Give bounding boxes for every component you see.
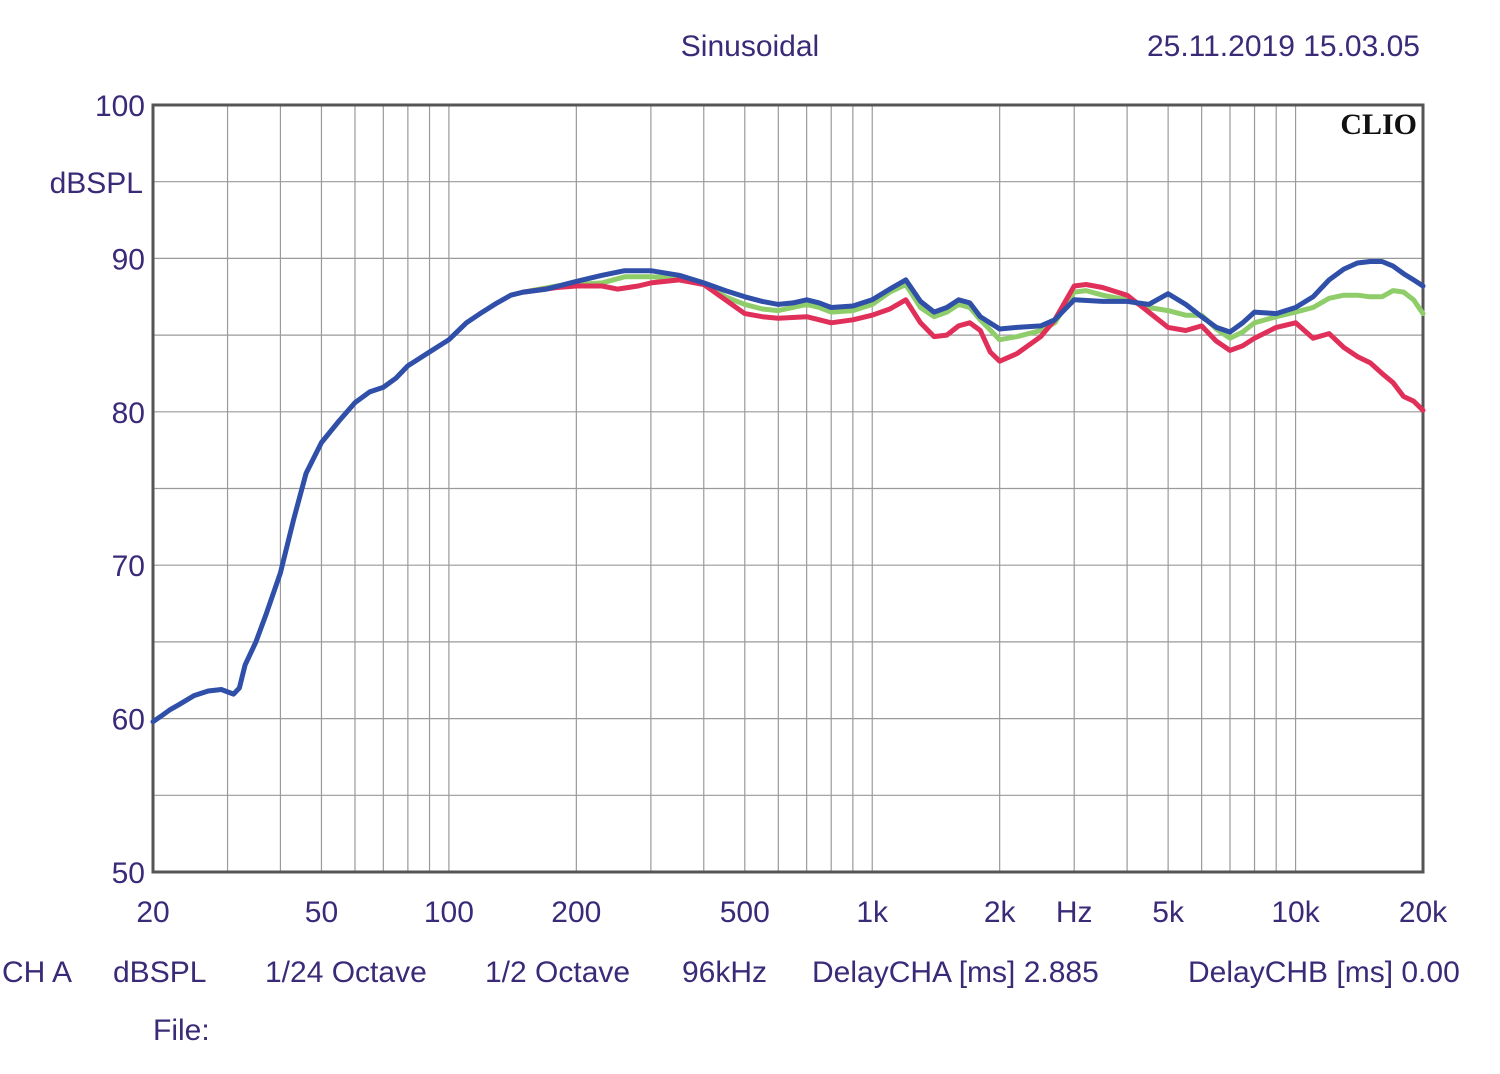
series-line-red — [520, 277, 1426, 413]
y-tick-labels: 100 90 80 70 60 50 — [95, 90, 145, 890]
footer-file-label: File: — [153, 1014, 210, 1047]
chart-title: Sinusoidal — [681, 30, 819, 63]
series-line-green — [520, 274, 1426, 343]
series-layer — [150, 259, 1426, 725]
y-tick-label: 50 — [112, 857, 145, 890]
y-tick-label: 80 — [112, 397, 145, 430]
brand-logo: CLIO — [1340, 108, 1417, 141]
footer: CH A dBSPL 1/24 Octave 1/2 Octave 96kHz … — [2, 956, 1460, 1047]
footer-channel: CH A — [2, 956, 72, 989]
plot-frame — [151, 103, 1425, 874]
y-tick-label: 90 — [112, 243, 145, 276]
footer-delay-cha: DelayCHA [ms] 2.885 — [812, 956, 1099, 989]
x-tick-label: 100 — [424, 896, 474, 929]
timestamp: 25.11.2019 15.03.05 — [1147, 30, 1420, 63]
grid — [153, 105, 1423, 872]
y-tick-label: 70 — [112, 550, 145, 583]
x-tick-label: 500 — [720, 896, 770, 929]
x-tick-label: 1k — [856, 896, 889, 929]
x-tick-label: 10k — [1271, 896, 1320, 929]
x-tick-label: 2k — [984, 896, 1017, 929]
footer-delay-chb: DelayCHB [ms] 0.00 — [1188, 956, 1460, 989]
x-axis-unit-label: Hz — [1056, 896, 1093, 929]
x-tick-label: 20k — [1399, 896, 1448, 929]
series-line-blue — [150, 259, 1426, 725]
y-tick-label: 60 — [112, 704, 145, 737]
y-tick-label: 100 — [95, 90, 145, 123]
footer-smoothing: 1/2 Octave — [485, 956, 630, 989]
footer-sample-rate: 96kHz — [682, 956, 767, 989]
footer-unit: dBSPL — [113, 956, 206, 989]
x-tick-label: 200 — [551, 896, 601, 929]
x-tick-label: 5k — [1152, 896, 1185, 929]
x-tick-label: 50 — [305, 896, 338, 929]
y-axis-unit-label: dBSPL — [50, 167, 143, 200]
x-tick-label: 20 — [136, 896, 169, 929]
footer-resolution: 1/24 Octave — [265, 956, 427, 989]
x-tick-labels: 20 50 100 200 500 1k 2k Hz 5k 10k 20k — [136, 896, 1448, 929]
